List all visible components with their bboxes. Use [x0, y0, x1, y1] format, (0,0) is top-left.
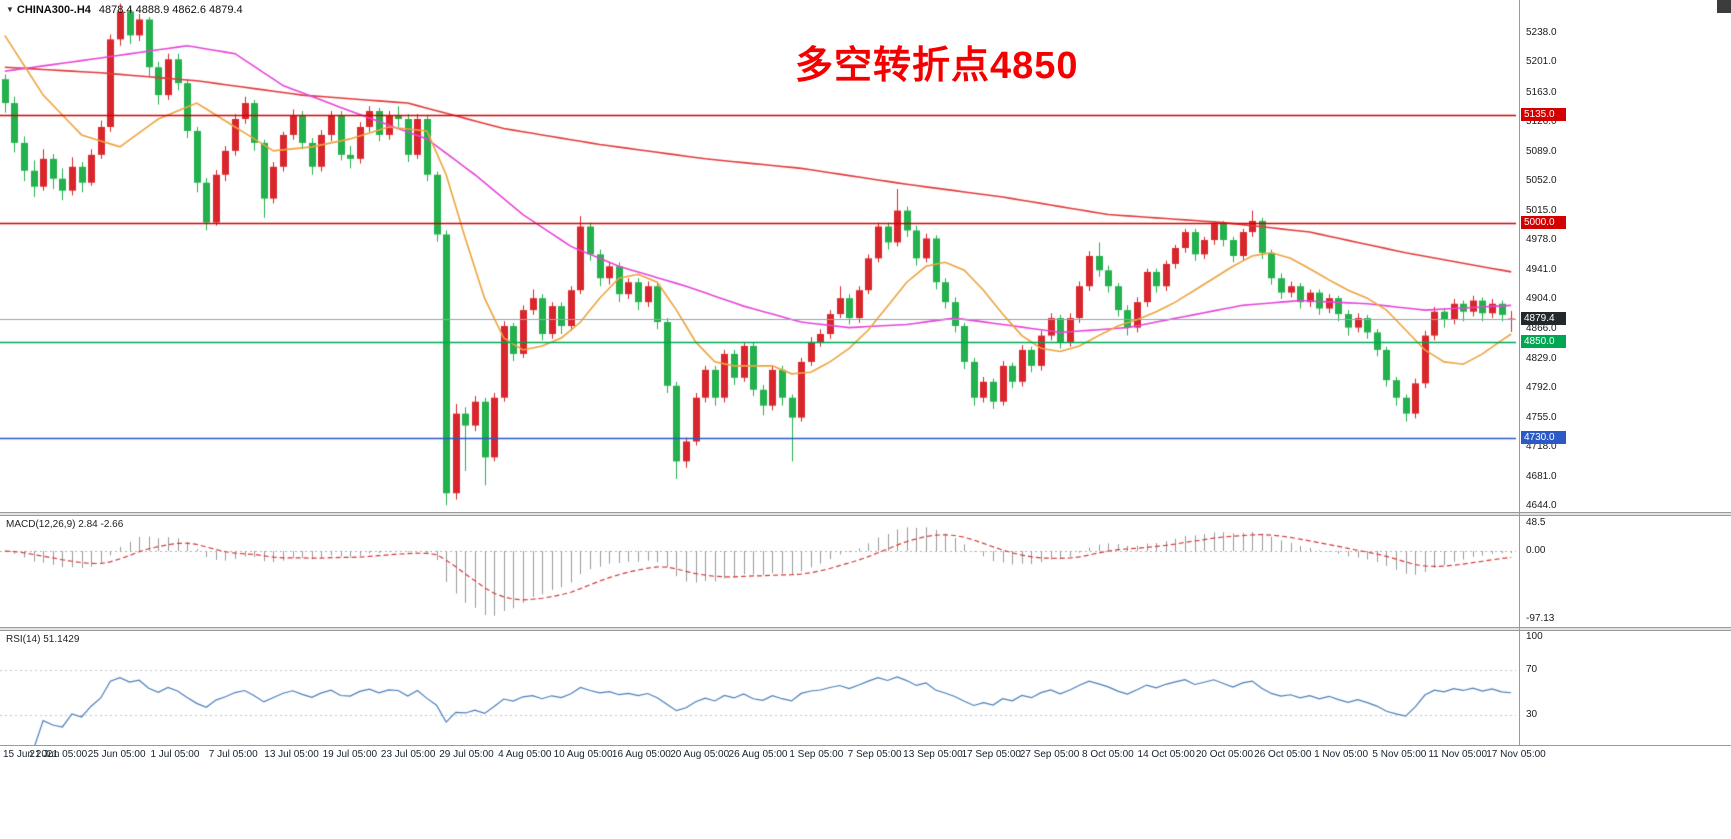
- time-scale-label: 20 Aug 05:00: [670, 749, 730, 760]
- time-scale-label: 14 Oct 05:00: [1137, 749, 1195, 760]
- panel-splitter[interactable]: [0, 512, 1731, 516]
- price-scale-label: 4941.0: [1526, 263, 1557, 275]
- time-scale[interactable]: 15 Jun 2021 21 Jun 05:00 25 Jun 05:00 1 Jul…: [0, 745, 1731, 764]
- symbol-marker-icon: ▼: [6, 5, 14, 14]
- time-scale-label: 29 Jul 05:00: [439, 749, 494, 760]
- macd-panel-canvas[interactable]: [0, 516, 1519, 627]
- rsi-scale[interactable]: 100 70 30: [1520, 631, 1730, 745]
- macd-scale-label: 0.00: [1526, 545, 1546, 557]
- time-scale-label: 13 Sep 05:00: [903, 749, 963, 760]
- price-scale-label: 4792.0: [1526, 382, 1557, 394]
- macd-scale-label: -97.13: [1526, 613, 1555, 624]
- price-scale-label: 4644.0: [1526, 500, 1557, 511]
- panel-splitter[interactable]: [0, 627, 1731, 631]
- time-scale-label: 17 Sep 05:00: [961, 749, 1021, 760]
- time-scale-label: 26 Oct 05:00: [1254, 749, 1312, 760]
- price-chart-canvas[interactable]: [0, 0, 1519, 512]
- time-scale-label: 1 Nov 05:00: [1314, 749, 1369, 760]
- price-level-badge: 5135.0: [1521, 108, 1566, 122]
- time-scale-label: 1 Sep 05:00: [789, 749, 844, 760]
- price-scale-label: 5015.0: [1526, 204, 1557, 216]
- price-scale-label: 4904.0: [1526, 292, 1557, 304]
- price-scale-label: 5238.0: [1526, 27, 1557, 38]
- symbol-timeframe-label: CHINA300-.H4: [16, 4, 91, 16]
- time-scale-label: 4 Aug 05:00: [498, 749, 552, 760]
- price-level-badge: 4730.0: [1521, 430, 1566, 444]
- price-scale-label: 4755.0: [1526, 411, 1557, 423]
- chart-title: ▼ CHINA300-.H4 4878.4 4888.9 4862.6 4879.4: [6, 4, 243, 16]
- time-scale-label: 19 Jul 05:00: [322, 749, 378, 760]
- time-scale-label: 26 Aug 05:00: [728, 749, 788, 760]
- time-scale-label: 17 Nov 05:00: [1486, 749, 1546, 760]
- current-price-badge: 4879.4: [1521, 311, 1566, 325]
- price-scale-label: 5163.0: [1526, 86, 1557, 98]
- time-scale-label: 21 Jun 05:00: [29, 749, 88, 760]
- time-scale-label: 16 Aug 05:00: [611, 749, 671, 760]
- rsi-scale-label: 30: [1526, 708, 1538, 720]
- time-scale-label: 27 Sep 05:00: [1019, 749, 1080, 760]
- rsi-panel-canvas[interactable]: [0, 631, 1519, 745]
- price-scale-label: 5089.0: [1526, 145, 1557, 157]
- time-scale-label: 8 Oct 05:00: [1081, 749, 1134, 760]
- price-scale-label: 5201.0: [1526, 56, 1557, 68]
- price-scale-label: 5126.0: [1526, 116, 1557, 128]
- time-scale-label: 7 Sep 05:00: [847, 749, 902, 760]
- time-scale-label: 20 Oct 05:00: [1195, 749, 1254, 760]
- macd-scale-label: 48.5: [1526, 517, 1546, 528]
- price-level-badge: 4850.0: [1521, 334, 1566, 348]
- ohlc-values: 4878.4 4888.9 4862.6 4879.4: [98, 4, 243, 16]
- time-scale-label: 11 Nov 05:00: [1428, 749, 1488, 760]
- macd-indicator-label: MACD(12,26,9) 2.84 -2.66: [6, 519, 124, 530]
- price-scale-label: 5052.0: [1526, 175, 1557, 187]
- annotation-text[interactable]: 多空转折点4850: [795, 45, 1079, 87]
- time-scale-label: 10 Aug 05:00: [553, 749, 613, 760]
- price-scale-label: 4681.0: [1526, 470, 1557, 482]
- time-scale-label: 1 Jul 05:00: [150, 749, 200, 760]
- rsi-indicator-label: RSI(14) 51.1429: [6, 634, 80, 645]
- price-scale-label: 4829.0: [1526, 352, 1557, 364]
- time-scale-label: 5 Nov 05:00: [1372, 749, 1427, 760]
- price-level-badge: 5000.0: [1521, 215, 1566, 229]
- scale-border: [1519, 0, 1520, 764]
- scrollbar-corner: [1717, 0, 1731, 13]
- rsi-scale-label: 100: [1526, 631, 1543, 642]
- price-scale[interactable]: 5238.0 5201.0 5163.0 5126.0 5089.0 5052.0 5015…: [1520, 0, 1730, 512]
- macd-scale[interactable]: 48.5 0.00 -97.13: [1520, 516, 1730, 627]
- rsi-scale-label: 70: [1526, 663, 1538, 675]
- time-scale-label: 15 Jun 2021: [3, 749, 59, 760]
- price-scale-label: 4866.0: [1526, 323, 1557, 335]
- time-scale-label: 25 Jun 05:00: [87, 749, 146, 760]
- price-scale-label: 4718.0: [1526, 441, 1557, 453]
- price-scale-label: 4978.0: [1526, 234, 1557, 246]
- time-scale-label: 7 Jul 05:00: [208, 749, 258, 760]
- time-scale-label: 13 Jul 05:00: [264, 749, 319, 760]
- time-scale-label: 23 Jul 05:00: [380, 749, 436, 760]
